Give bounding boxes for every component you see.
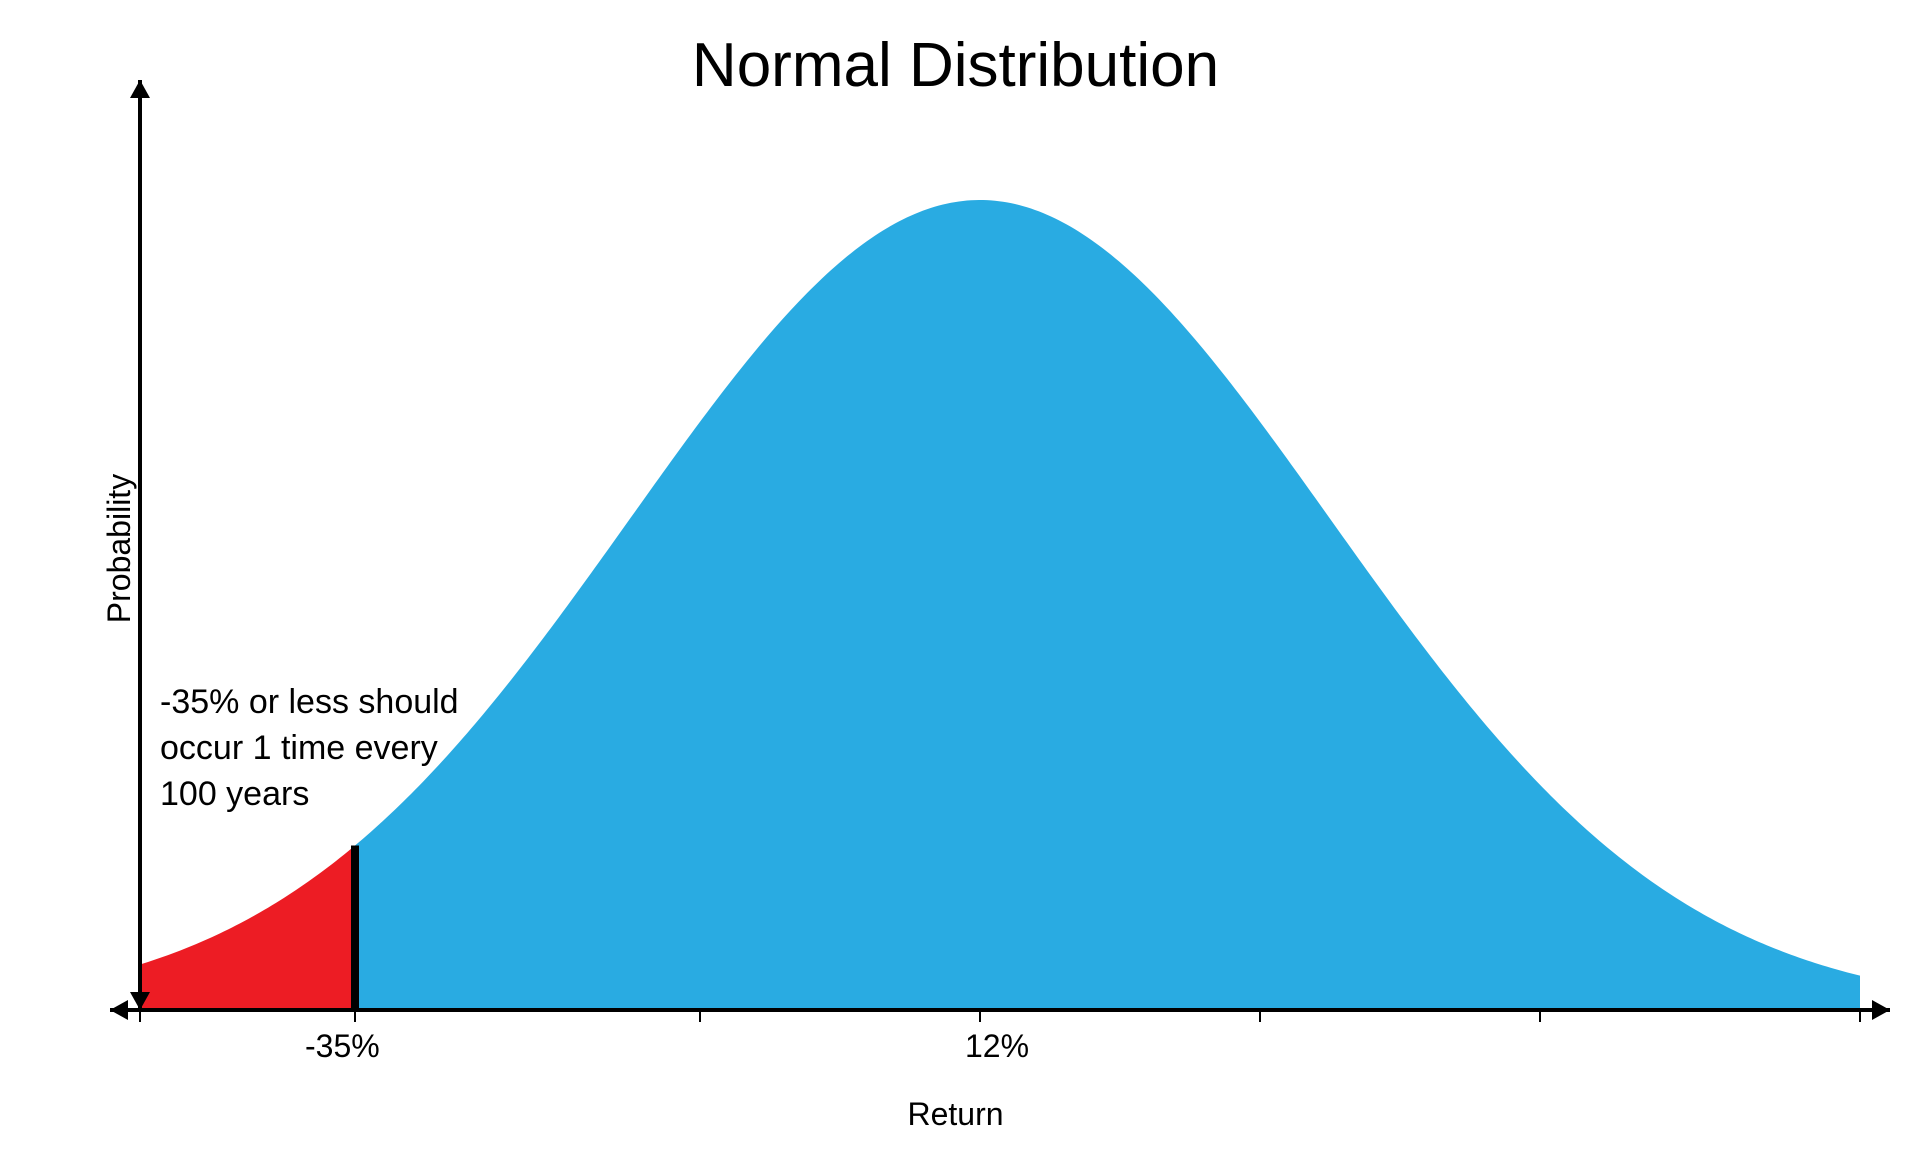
x-tick-label: 12%	[965, 1028, 1029, 1065]
tail-area	[140, 846, 355, 1010]
chart-svg	[0, 0, 1911, 1161]
main-area	[355, 200, 1860, 1010]
tail-annotation: -35% or less should occur 1 time every 1…	[160, 680, 459, 818]
y-axis-label: Probability	[101, 474, 138, 623]
normal-distribution-chart: Normal Distribution Probability Return -…	[0, 0, 1911, 1161]
x-axis-label: Return	[907, 1096, 1003, 1133]
chart-title: Normal Distribution	[692, 30, 1219, 101]
x-tick-label: -35%	[305, 1028, 380, 1065]
